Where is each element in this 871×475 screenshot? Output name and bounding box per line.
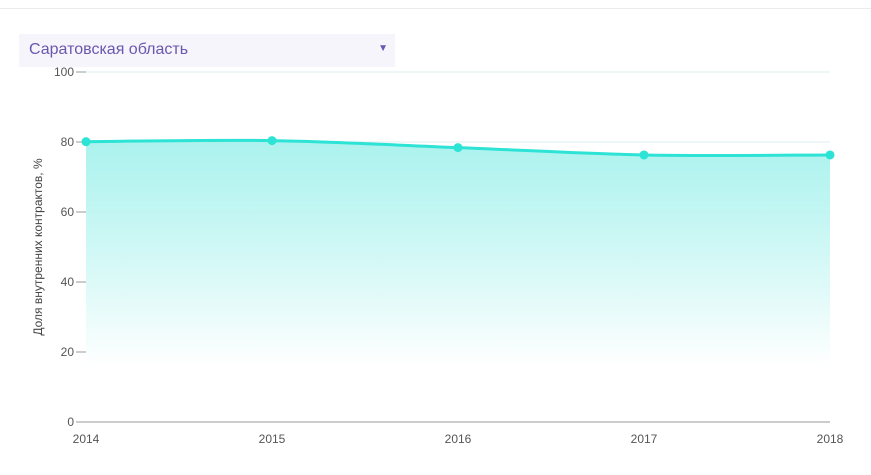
y-tick-label: 20 [61,345,75,359]
top-divider [0,8,871,9]
y-tick-label: 40 [61,275,75,289]
y-tick-label: 100 [54,65,74,79]
series-area [86,140,830,422]
data-point [453,143,463,153]
region-select-value: Саратовская область [29,41,189,58]
y-tick-label: 80 [61,135,75,149]
x-tick-label: 2018 [817,432,844,446]
data-point [81,137,91,147]
tick-labels: 0 20 40 60 80 100 2014 2015 2016 2017 2018 [54,65,844,446]
data-point [639,150,649,160]
data-point [825,150,835,160]
x-tick-label: 2017 [631,432,658,446]
data-point [267,136,277,146]
y-axis-title: Доля внутренних контрактов, % [31,158,45,336]
x-tick-label: 2016 [445,432,472,446]
region-select[interactable]: Саратовская область ▼ [19,34,395,67]
x-tick-label: 2015 [259,432,286,446]
x-tick-label: 2014 [73,432,100,446]
y-tick-label: 0 [67,415,74,429]
triangle-down-icon: ▼ [378,43,388,54]
y-tick-label: 60 [61,205,75,219]
axes [76,71,830,423]
series-area-group [86,140,830,422]
data-points [81,136,835,160]
